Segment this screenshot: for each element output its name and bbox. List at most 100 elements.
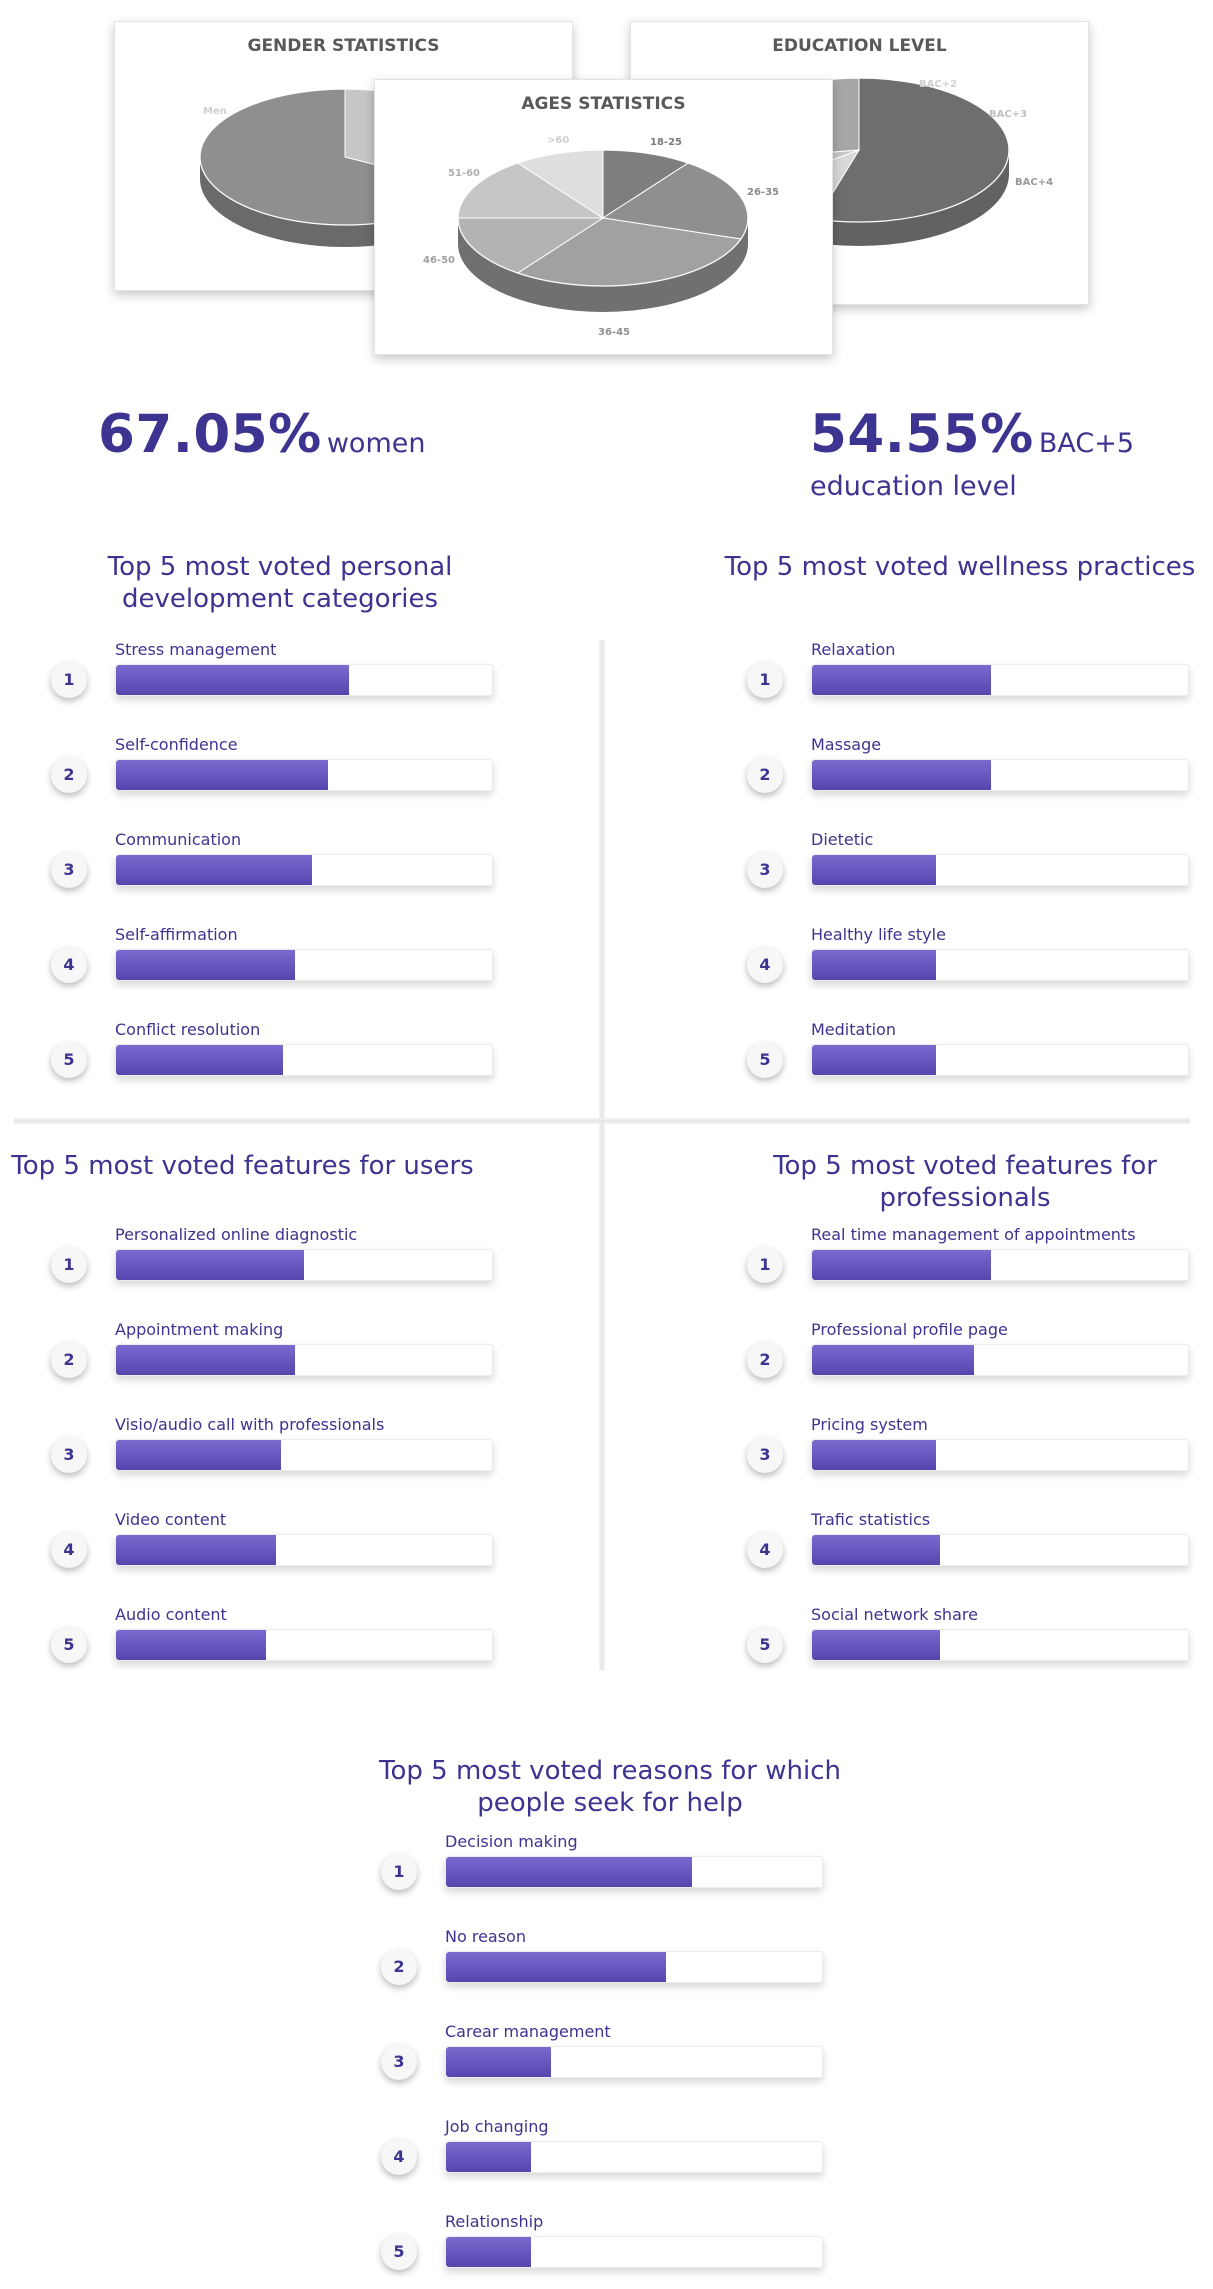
rank-label: Conflict resolution	[115, 1020, 261, 1039]
rank-number: 2	[381, 1949, 417, 1985]
bar-fill	[812, 1535, 940, 1565]
bar-fill	[116, 1250, 304, 1280]
bar-fill	[446, 2047, 552, 2077]
bar-track	[811, 759, 1189, 791]
rank-number: 1	[747, 662, 783, 698]
rank-number: 4	[747, 1532, 783, 1568]
rank-label: Real time management of appointments	[811, 1225, 1136, 1244]
education-chart-title: EDUCATION LEVEL	[772, 36, 947, 56]
rank-number: 1	[381, 1854, 417, 1890]
bar-track	[811, 1439, 1189, 1471]
rank-number: 4	[51, 947, 87, 983]
rank-item: 3 Carear management	[381, 2022, 831, 2092]
rank-item: 4 Video content	[51, 1510, 501, 1580]
bar-track	[811, 1629, 1189, 1661]
pie-side	[458, 218, 748, 312]
bar-track	[115, 1629, 493, 1661]
rank-label: Personalized online diagnostic	[115, 1225, 358, 1244]
users-features-title: Top 5 most voted features for users	[11, 1151, 474, 1181]
rank-label: Job changing	[445, 2117, 549, 2136]
rank-number: 5	[747, 1627, 783, 1663]
bar-fill	[812, 855, 937, 885]
rank-item: 3 Visio/audio call with professionals	[51, 1415, 501, 1485]
bar-track	[115, 664, 493, 696]
rank-number: 2	[51, 757, 87, 793]
rank-item: 1 Personalized online diagnostic	[51, 1225, 501, 1295]
bar-fill	[812, 950, 937, 980]
bar-track	[115, 1249, 493, 1281]
rank-number: 5	[51, 1627, 87, 1663]
bar-fill	[446, 2142, 531, 2172]
bar-track	[445, 1856, 823, 1888]
bar-fill	[116, 855, 312, 885]
rank-label: Self-confidence	[115, 735, 238, 754]
rank-label: Meditation	[811, 1020, 896, 1039]
women-stat: 67.05% women	[98, 404, 425, 465]
bar-fill	[812, 1440, 937, 1470]
bar-track	[811, 1534, 1189, 1566]
rank-item: 3 Communication	[51, 830, 501, 900]
pros-features-title: Top 5 most voted features for profession…	[773, 1151, 1157, 1213]
rank-number: 5	[747, 1042, 783, 1078]
rank-number: 5	[51, 1042, 87, 1078]
women-percentage: 67.05%	[98, 404, 322, 465]
education-stat: 54.55% BAC+5 education level	[810, 404, 1134, 502]
pie-label: 36-45	[598, 327, 630, 338]
bar-fill	[812, 1345, 974, 1375]
rank-number: 3	[51, 1437, 87, 1473]
pie-label: Men	[203, 106, 227, 117]
rank-item: 1 Decision making	[381, 1832, 831, 1902]
bar-fill	[116, 760, 329, 790]
rank-item: 4 Trafic statistics	[747, 1510, 1197, 1580]
rank-label: Social network share	[811, 1605, 978, 1624]
rank-label: Self-affirmation	[115, 925, 238, 944]
rank-item: 2 Massage	[747, 735, 1197, 805]
bar-track	[445, 2141, 823, 2173]
ages-chart-title: AGES STATISTICS	[521, 94, 686, 114]
bar-fill	[116, 665, 350, 695]
rank-label: Dietetic	[811, 830, 874, 849]
bar-track	[811, 854, 1189, 886]
pie-label: BAC+3	[989, 109, 1027, 120]
personal-dev-title: Top 5 most voted personal development ca…	[107, 552, 453, 614]
pie-label: BAC+2	[919, 79, 957, 90]
rank-label: Trafic statistics	[811, 1510, 931, 1529]
rank-label: Audio content	[115, 1605, 227, 1624]
rank-item: 5 Meditation	[747, 1020, 1197, 1090]
bar-fill	[446, 2237, 531, 2267]
bar-track	[115, 1439, 493, 1471]
rank-number: 4	[51, 1532, 87, 1568]
bar-track	[115, 1044, 493, 1076]
rank-item: 1 Relaxation	[747, 640, 1197, 710]
bar-fill	[116, 1535, 276, 1565]
rank-number: 3	[747, 1437, 783, 1473]
rank-number: 2	[747, 757, 783, 793]
rank-item: 4 Healthy life style	[747, 925, 1197, 995]
rank-label: Carear management	[445, 2022, 611, 2041]
rank-label: Massage	[811, 735, 882, 754]
bar-fill	[812, 760, 991, 790]
rank-item: 3 Dietetic	[747, 830, 1197, 900]
bar-fill	[116, 950, 295, 980]
horizontal-divider	[14, 1118, 1190, 1124]
rank-label: Healthy life style	[811, 925, 946, 944]
rank-number: 1	[51, 1247, 87, 1283]
rank-label: Video content	[115, 1510, 227, 1529]
bar-track	[445, 2046, 823, 2078]
rank-label: Professional profile page	[811, 1320, 1008, 1339]
rank-number: 1	[51, 662, 87, 698]
rank-item: 2 Appointment making	[51, 1320, 501, 1390]
bar-fill	[446, 1857, 693, 1887]
rank-label: Decision making	[445, 1832, 578, 1851]
rank-label: Communication	[115, 830, 242, 849]
bar-fill	[812, 1045, 937, 1075]
rank-label: Relationship	[445, 2212, 544, 2231]
pie-label: 18-25	[650, 137, 682, 148]
rank-number: 4	[747, 947, 783, 983]
bar-fill	[812, 665, 991, 695]
rank-number: 3	[51, 852, 87, 888]
wellness-title: Top 5 most voted wellness practices	[724, 552, 1196, 582]
bar-track	[115, 759, 493, 791]
rank-item: 5 Audio content	[51, 1605, 501, 1675]
bar-fill	[812, 1250, 991, 1280]
